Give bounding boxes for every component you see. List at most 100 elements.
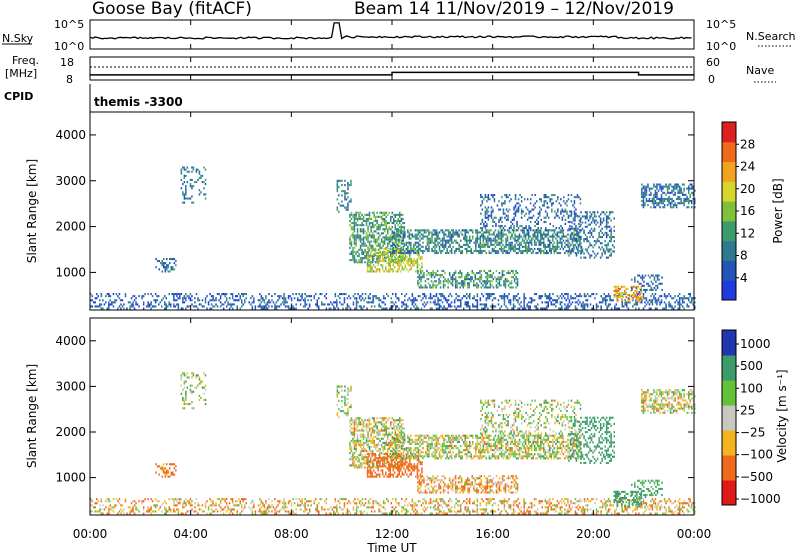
- velocity-cell: [251, 512, 254, 515]
- power-cell: [391, 215, 393, 218]
- power-cell: [608, 254, 611, 257]
- power-cell: [601, 254, 603, 257]
- power-cell: [543, 237, 545, 240]
- power-cell: [480, 204, 482, 207]
- power-cell: [283, 301, 285, 304]
- power-cell: [642, 297, 645, 300]
- velocity-cell: [165, 508, 167, 511]
- velocity-cell: [182, 504, 184, 507]
- power-cell: [447, 239, 450, 242]
- power-cell: [416, 233, 418, 236]
- power-cell: [688, 299, 690, 302]
- power-cell: [503, 301, 506, 304]
- power-cell: [554, 229, 556, 232]
- power-cell: [501, 274, 504, 277]
- velocity-cell: [112, 510, 115, 513]
- power-cell: [517, 229, 519, 232]
- power-cell: [677, 185, 679, 188]
- power-cell: [422, 293, 424, 296]
- velocity-cell: [357, 506, 359, 509]
- power-cell: [642, 197, 645, 200]
- power-cell: [493, 239, 495, 242]
- power-cell: [417, 295, 420, 298]
- power-cell: [380, 215, 383, 218]
- power-cell: [595, 240, 597, 243]
- power-cell: [552, 247, 554, 250]
- power-cell: [505, 233, 507, 236]
- power-cell: [359, 211, 362, 214]
- power-cell: [392, 235, 394, 238]
- power-cell: [617, 307, 619, 310]
- power-cell: [607, 221, 609, 224]
- velocity-cell: [404, 512, 406, 515]
- velocity-cell: [290, 504, 293, 507]
- power-cell: [360, 305, 362, 308]
- power-cell: [362, 230, 365, 233]
- power-cell: [466, 229, 468, 232]
- power-cell: [395, 253, 397, 256]
- power-cell: [604, 299, 607, 302]
- power-cell: [503, 280, 505, 283]
- power-cell: [507, 210, 509, 213]
- power-cell: [262, 305, 264, 308]
- power-cell: [648, 187, 651, 190]
- power-cell: [550, 252, 552, 255]
- power-cell: [471, 272, 473, 275]
- velocity-cell: [417, 500, 420, 503]
- velocity-cell: [517, 498, 519, 501]
- velocity-cell: [321, 506, 323, 509]
- power-cell: [345, 307, 347, 310]
- power-cell: [198, 193, 201, 196]
- power-cell: [541, 307, 543, 310]
- power-cell: [401, 255, 404, 258]
- power-cell: [626, 303, 628, 306]
- power-cell: [537, 212, 539, 215]
- power-cell: [383, 219, 386, 222]
- power-cell: [458, 229, 460, 232]
- power-cell: [552, 237, 554, 240]
- power-cell: [509, 282, 511, 285]
- velocity-cell: [328, 508, 331, 511]
- power-colorbar-swatch: [722, 280, 736, 301]
- power-cell: [683, 297, 685, 300]
- power-cell: [644, 274, 647, 277]
- power-cell: [479, 250, 482, 253]
- power-cell: [441, 239, 444, 242]
- power-cell: [420, 280, 422, 283]
- power-cell: [359, 217, 362, 220]
- power-cell: [688, 187, 690, 190]
- power-cell: [361, 248, 363, 251]
- power-cell: [507, 272, 510, 275]
- power-cell: [509, 243, 512, 246]
- power-cell: [506, 272, 508, 275]
- power-cell: [514, 212, 517, 215]
- power-cell: [560, 225, 562, 228]
- power-cell: [283, 303, 285, 306]
- power-cell: [485, 237, 488, 240]
- velocity-cell: [440, 500, 442, 503]
- power-cell: [172, 266, 174, 269]
- power-cell: [492, 220, 494, 223]
- power-cell: [375, 258, 378, 261]
- power-cell: [602, 217, 605, 220]
- power-cell: [461, 245, 463, 248]
- power-cell: [274, 303, 276, 306]
- power-cell: [546, 252, 548, 255]
- power-cell: [547, 243, 549, 246]
- power-cell: [593, 252, 596, 255]
- power-cell: [287, 305, 290, 308]
- power-cell: [394, 226, 396, 229]
- power-cell: [680, 200, 682, 203]
- power-cell: [545, 200, 547, 203]
- power-cell: [338, 202, 340, 205]
- power-cell: [444, 245, 447, 248]
- velocity-cell: [443, 510, 445, 513]
- velocity-cell: [518, 508, 521, 511]
- power-cell: [374, 240, 377, 243]
- power-cell: [185, 299, 187, 302]
- velocity-cell: [93, 506, 95, 509]
- power-cell: [269, 301, 272, 304]
- power-cell: [520, 225, 523, 228]
- power-cell: [404, 299, 406, 302]
- power-cell: [200, 176, 202, 179]
